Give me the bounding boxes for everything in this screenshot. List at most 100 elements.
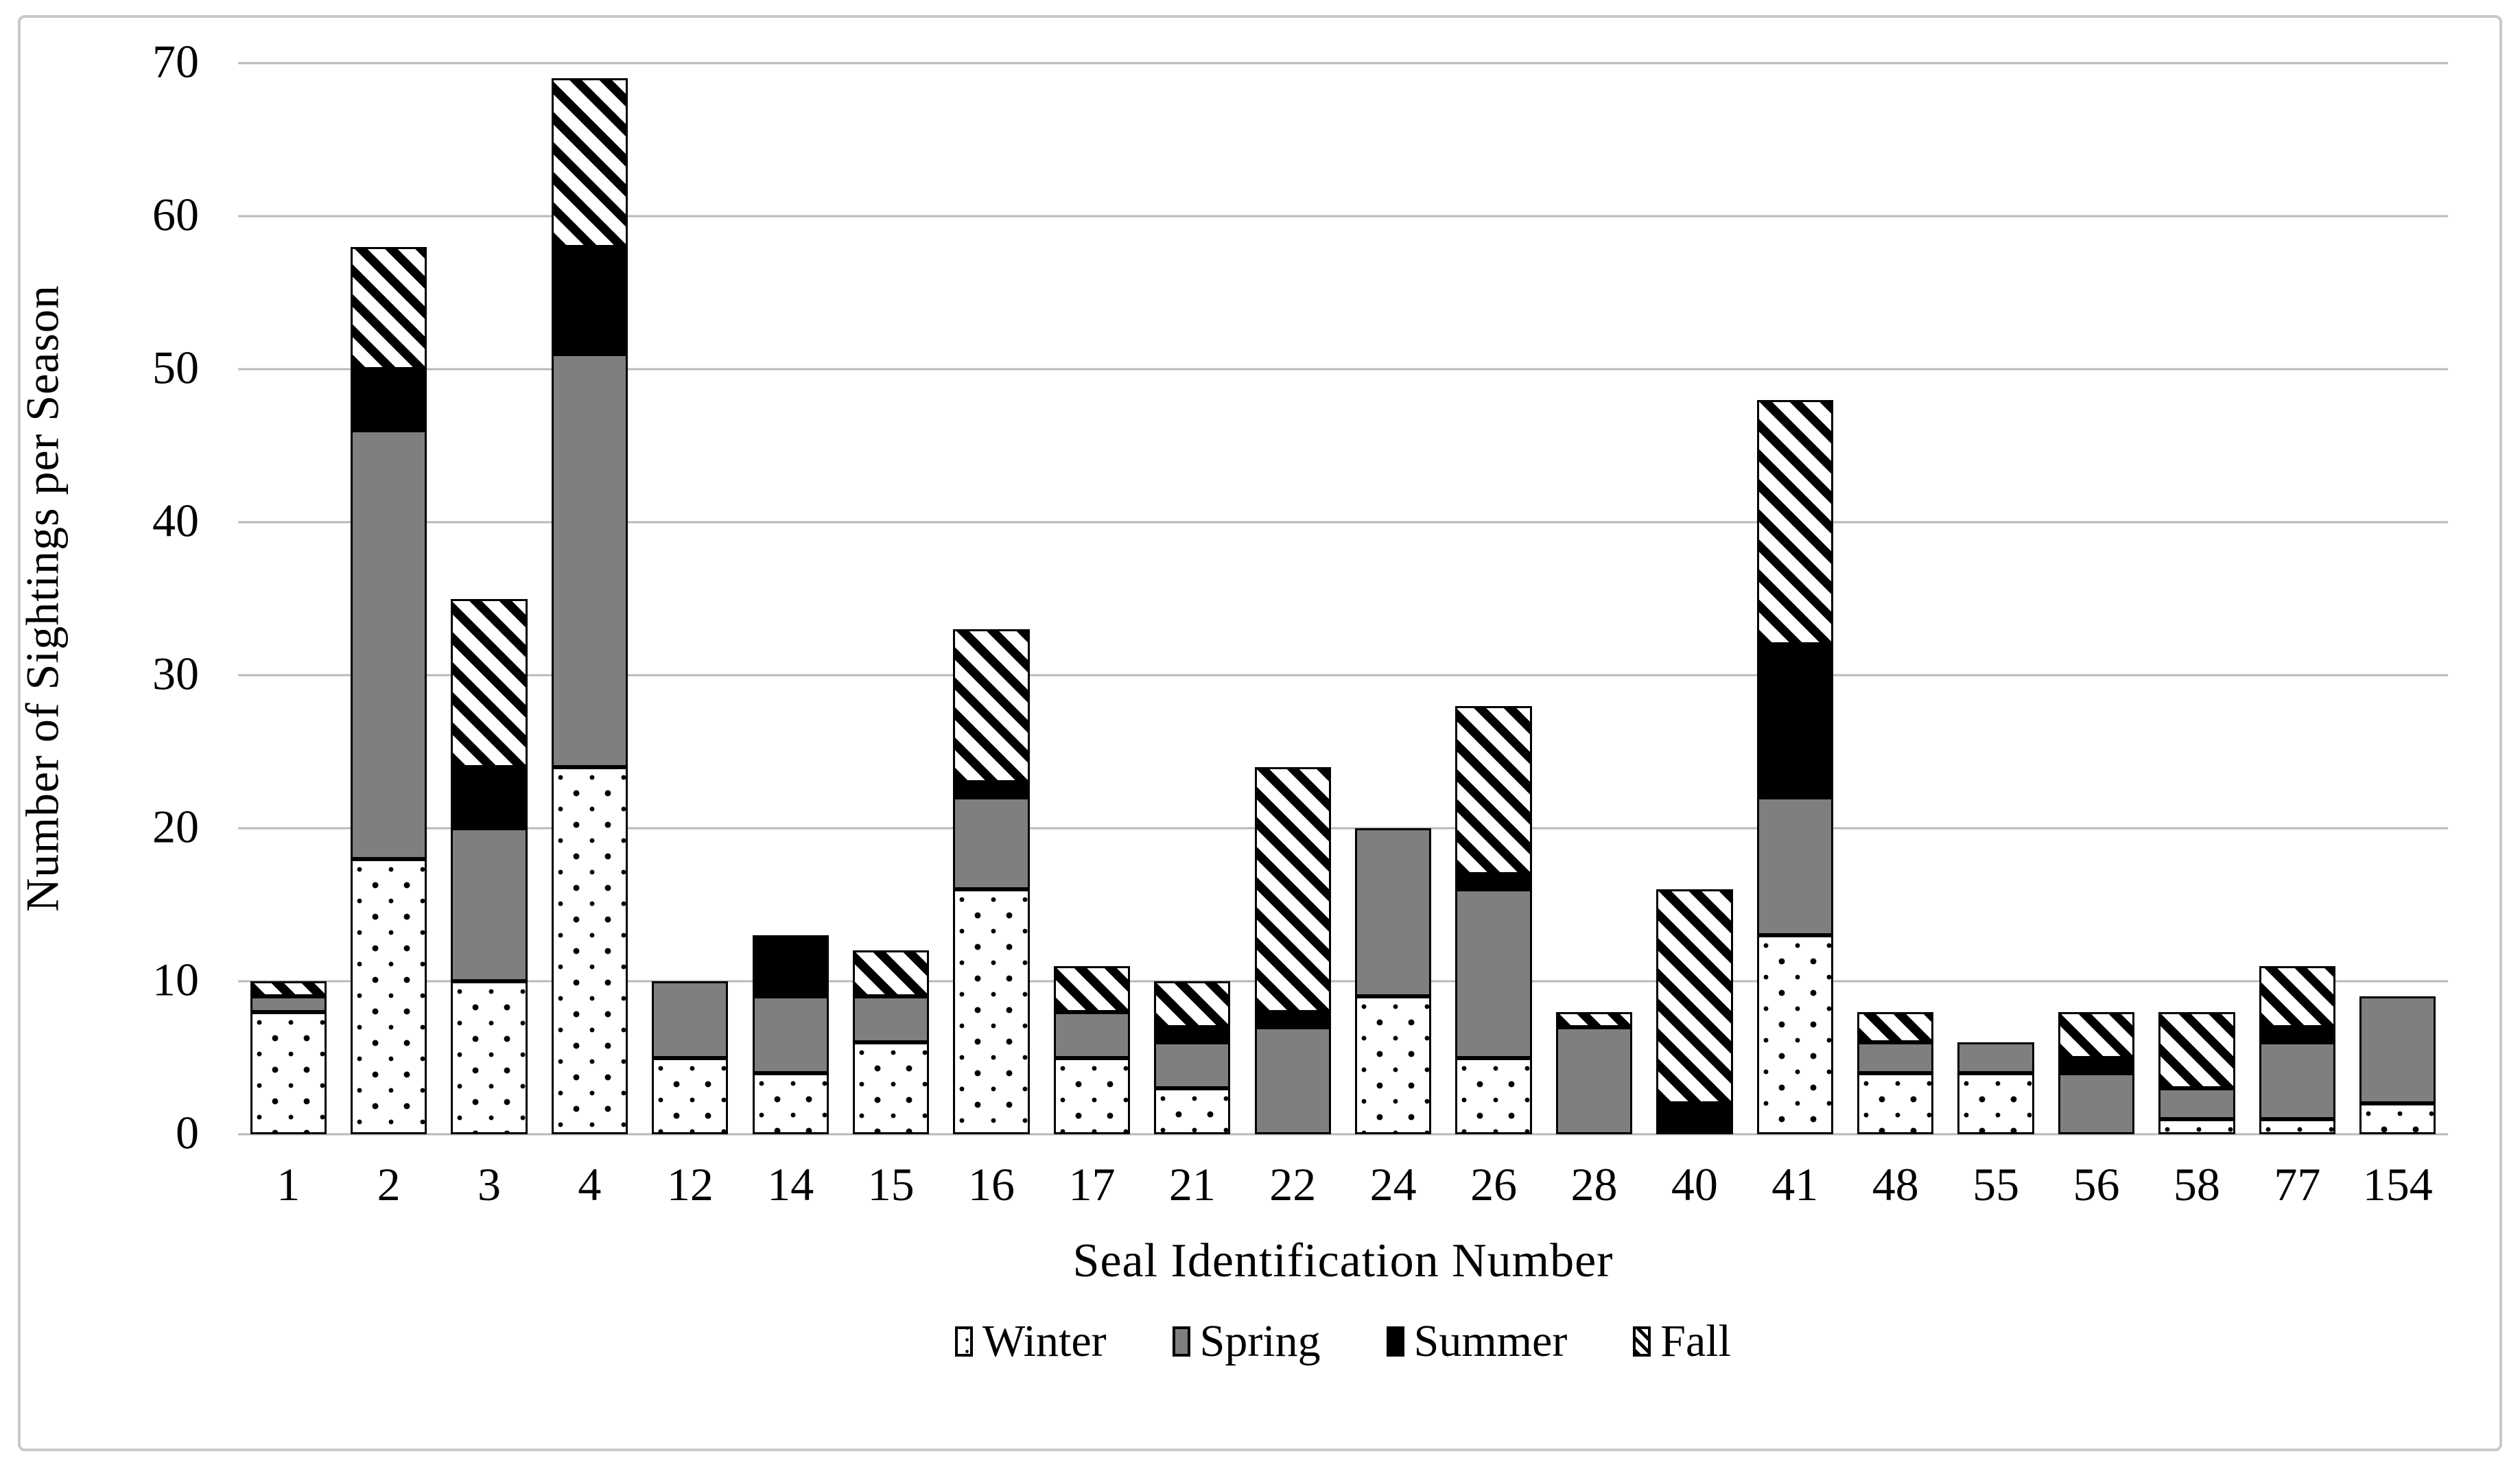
bar-segment-spring — [350, 430, 427, 859]
bar-15 — [840, 63, 941, 1134]
bar-22 — [1243, 63, 1343, 1134]
bar-segment-spring — [652, 981, 729, 1058]
x-axis-tick-labels: 1 2 3 4 12 14 15 16 17 21 22 24 26 28 40 41 48 55 56 58 77 15… — [238, 1161, 2448, 1208]
bar-segment-summer — [350, 369, 427, 431]
x-tick-label: 1 — [276, 1158, 301, 1210]
bar-segment-spring — [752, 996, 829, 1073]
bar-segment-summer — [1455, 874, 1532, 890]
bar-segment-spring — [1756, 797, 1833, 936]
gridline-y-0 — [238, 1133, 2448, 1136]
x-tick-label: 40 — [1671, 1158, 1718, 1210]
x-tick-label: 48 — [1872, 1158, 1919, 1210]
bar-segment-winter — [853, 1042, 930, 1134]
x-tick-label: 28 — [1570, 1158, 1618, 1210]
bar-segment-spring — [1857, 1042, 1934, 1073]
x-tick-label: 154 — [2362, 1158, 2433, 1210]
y-tick-label: 20 — [152, 800, 199, 853]
x-axis-title: Seal Identification Number — [1072, 1234, 1614, 1287]
y-tick-label: 30 — [152, 647, 199, 700]
gridline-y-70 — [238, 62, 2448, 65]
legend-label: Summer — [1413, 1316, 1568, 1366]
bar-segment-spring — [451, 828, 528, 981]
bar-segment-winter — [551, 766, 628, 1134]
bar-segment-spring — [1154, 1042, 1231, 1089]
bar-segment-spring — [2058, 1073, 2135, 1134]
bar-segment-spring — [551, 353, 628, 767]
x-tick-label: 26 — [1470, 1158, 1518, 1210]
bar-4 — [539, 63, 639, 1134]
bar-segment-winter — [2359, 1103, 2436, 1134]
bar-segment-spring — [1957, 1042, 2034, 1073]
bar-1 — [238, 63, 338, 1134]
bar-segment-fall — [1455, 705, 1532, 874]
bar-segment-fall — [1154, 981, 1231, 1027]
bar-segment-winter — [1455, 1057, 1532, 1134]
x-tick-label: 58 — [2173, 1158, 2220, 1210]
bar-segment-summer — [752, 935, 829, 997]
bar-segment-fall — [1656, 889, 1733, 1104]
y-tick-label: 0 — [176, 1106, 199, 1159]
bar-55 — [1946, 63, 2046, 1134]
x-tick-label: 12 — [666, 1158, 714, 1210]
x-tick-label: 56 — [2073, 1158, 2120, 1210]
bar-segment-summer — [1656, 1103, 1733, 1134]
bar-segment-spring — [953, 797, 1030, 890]
bar-segment-fall — [350, 246, 427, 370]
bar-48 — [1846, 63, 1946, 1134]
x-tick-label: 2 — [377, 1158, 401, 1210]
bar-2 — [338, 63, 438, 1134]
legend-item-summer: Summer — [1386, 1316, 1568, 1366]
bar-segment-winter — [1053, 1057, 1131, 1134]
bar-segment-winter — [652, 1057, 729, 1134]
y-tick-label: 60 — [152, 188, 199, 241]
bar-segment-winter — [752, 1073, 829, 1134]
bar-segment-fall — [451, 598, 528, 767]
bar-segment-spring — [1053, 1011, 1131, 1058]
legend: Winter Spring Summer Fall — [238, 1319, 2448, 1364]
y-tick-label: 70 — [152, 35, 199, 88]
y-tick-label: 10 — [152, 953, 199, 1006]
legend-label: Spring — [1199, 1316, 1321, 1366]
bar-series — [238, 63, 2448, 1134]
bar-24 — [1343, 63, 1443, 1134]
bar-segment-summer — [451, 766, 528, 828]
y-axis-tick-labels: 0 10 20 30 40 50 60 70 — [41, 38, 199, 1156]
bar-segment-spring — [2259, 1042, 2335, 1119]
bar-16 — [941, 63, 1041, 1134]
bar-segment-spring — [1455, 889, 1532, 1058]
bar-segment-spring — [1555, 1027, 1633, 1134]
bar-segment-winter — [350, 858, 427, 1134]
bar-segment-spring — [2359, 996, 2436, 1104]
bar-segment-spring — [1355, 828, 1432, 997]
summer-swatch-icon — [1386, 1326, 1404, 1357]
bar-58 — [2147, 63, 2247, 1134]
gridline-y-30 — [238, 674, 2448, 677]
bar-segment-fall — [2058, 1011, 2135, 1058]
legend-item-fall: Fall — [1633, 1319, 1731, 1364]
gridline-y-60 — [238, 215, 2448, 218]
x-tick-label: 16 — [968, 1158, 1015, 1210]
bar-segment-summer — [551, 246, 628, 354]
bar-segment-fall — [250, 981, 327, 997]
legend-item-winter: Winter — [955, 1319, 1107, 1364]
bar-segment-winter — [953, 889, 1030, 1134]
legend-label: Winter — [982, 1316, 1107, 1366]
legend-item-spring: Spring — [1172, 1316, 1321, 1366]
bar-segment-fall — [1857, 1011, 1934, 1043]
bar-segment-fall — [2259, 965, 2335, 1027]
x-tick-label: 55 — [1973, 1158, 2020, 1210]
winter-swatch-icon — [955, 1326, 973, 1357]
bar-41 — [1745, 63, 1845, 1134]
x-tick-label: 41 — [1771, 1158, 1819, 1210]
x-tick-label: 77 — [2274, 1158, 2321, 1210]
bar-17 — [1041, 63, 1142, 1134]
bar-28 — [1544, 63, 1644, 1134]
bar-segment-fall — [1555, 1011, 1633, 1027]
bar-segment-fall — [1254, 766, 1331, 1012]
bar-segment-winter — [1857, 1073, 1934, 1134]
bar-segment-summer — [1154, 1027, 1231, 1043]
plot-area — [238, 62, 2448, 1136]
figure-border — [18, 15, 2502, 1451]
fall-swatch-icon — [1633, 1326, 1651, 1357]
